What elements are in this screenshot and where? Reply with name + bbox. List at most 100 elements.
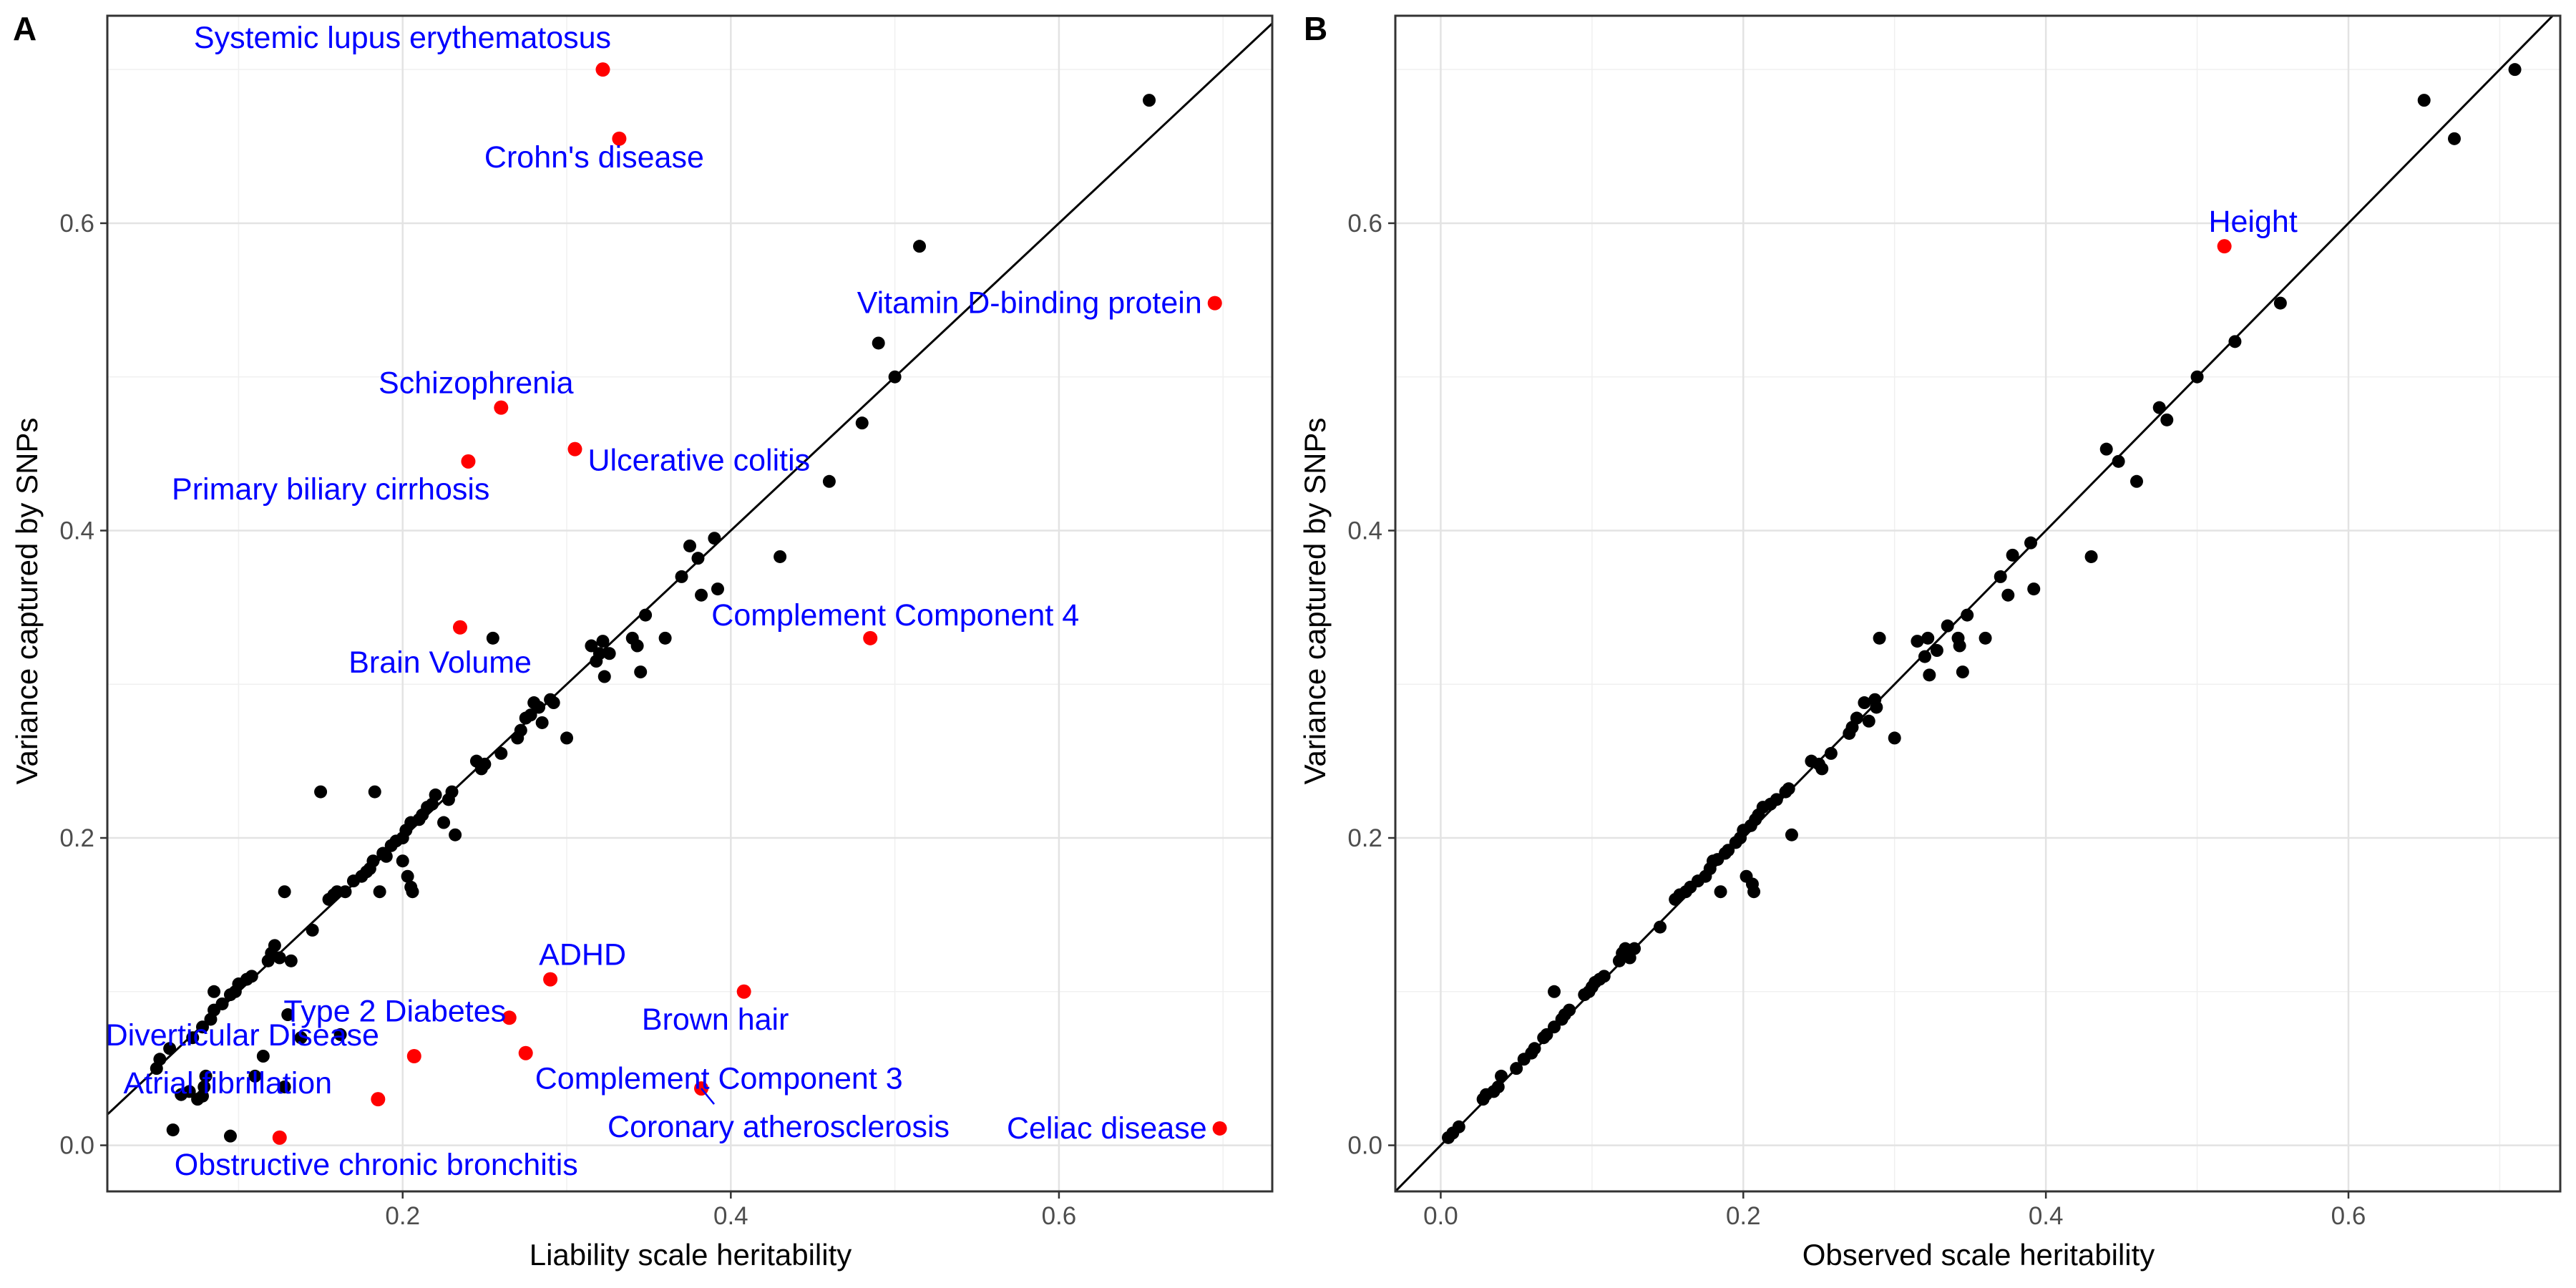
y-axis-label: Variance captured by SNPs xyxy=(10,418,44,785)
data-point xyxy=(1143,94,1156,107)
point-label: Crohn's disease xyxy=(484,140,704,175)
data-point xyxy=(2027,582,2041,596)
data-point xyxy=(1528,1042,1541,1055)
chart-b: B Observed scale heritability Variance c… xyxy=(1298,10,2562,1272)
highlighted-point xyxy=(863,630,878,645)
highlighted-point xyxy=(461,454,476,469)
data-point xyxy=(429,788,442,801)
highlighted-point xyxy=(1207,296,1222,311)
data-point xyxy=(449,828,462,841)
data-point xyxy=(1850,711,1863,725)
data-point xyxy=(1858,696,1871,710)
data-point xyxy=(1714,885,1727,899)
data-point xyxy=(294,1031,308,1045)
data-point xyxy=(634,665,648,679)
data-point xyxy=(396,854,409,868)
data-point xyxy=(245,970,258,983)
data-point xyxy=(630,639,644,653)
highlighted-point xyxy=(567,441,582,457)
highlighted-point xyxy=(2217,239,2232,254)
y-tick-label: 0.4 xyxy=(1347,517,1382,545)
y-tick-label: 0.2 xyxy=(59,824,94,852)
data-point xyxy=(478,757,492,771)
highlighted-point xyxy=(518,1045,533,1060)
data-point xyxy=(437,816,451,829)
data-point xyxy=(2417,94,2431,107)
data-point xyxy=(1870,701,1883,714)
y-tick-label: 0.4 xyxy=(59,517,94,545)
data-point xyxy=(153,1053,167,1066)
data-point xyxy=(1770,793,1783,806)
point-labels: Systemic lupus erythematosus Crohn's dise… xyxy=(106,21,1207,1182)
data-point xyxy=(1824,746,1838,760)
data-point xyxy=(199,1069,213,1083)
x-tick-label: 0.4 xyxy=(713,1202,748,1230)
data-point xyxy=(1979,631,1992,645)
x-tick-label: 0.6 xyxy=(2331,1202,2366,1230)
data-point xyxy=(1956,665,1969,679)
data-point xyxy=(406,885,419,899)
highlighted-points xyxy=(272,62,1227,1145)
data-point xyxy=(1862,714,1875,728)
y-tick-label: 0.0 xyxy=(59,1132,94,1160)
data-point xyxy=(535,716,549,729)
data-point xyxy=(256,1050,270,1063)
data-point xyxy=(639,608,653,622)
data-point xyxy=(2160,413,2174,426)
data-point xyxy=(596,635,610,648)
data-point xyxy=(1495,1069,1508,1083)
data-point xyxy=(683,539,696,552)
data-point xyxy=(1747,885,1761,899)
data-point xyxy=(1491,1080,1505,1093)
data-point xyxy=(514,723,527,737)
point-label: Systemic lupus erythematosus xyxy=(194,21,611,55)
axes: 0.0 0.2 0.4 0.6 0.0 0.2 0.4 0.6 xyxy=(1347,210,2366,1230)
data-point xyxy=(278,1080,291,1093)
data-point xyxy=(774,550,787,563)
x-tick-label: 0.2 xyxy=(1726,1202,1761,1230)
data-point xyxy=(711,582,724,596)
data-point xyxy=(1961,608,1974,622)
data-point xyxy=(1597,970,1611,983)
x-axis-label: Observed scale heritability xyxy=(1802,1238,2155,1272)
data-point xyxy=(2112,454,2125,468)
data-point xyxy=(1815,762,1829,776)
data-point xyxy=(822,474,836,488)
data-point xyxy=(445,785,459,799)
highlighted-point xyxy=(595,62,610,77)
highlighted-points xyxy=(2217,239,2232,254)
data-point xyxy=(1918,650,1931,663)
point-label: Coronary atherosclerosis xyxy=(608,1110,950,1144)
data-point xyxy=(215,997,229,1010)
data-point xyxy=(695,588,708,602)
data-point xyxy=(379,849,393,863)
data-point xyxy=(163,1042,177,1055)
data-point xyxy=(2190,370,2204,384)
data-point xyxy=(273,951,286,965)
chart-a: A Liability scale heritability Variance … xyxy=(10,10,1274,1272)
data-point xyxy=(2228,335,2242,348)
point-label: Atrial fibrillation xyxy=(124,1066,333,1101)
data-point xyxy=(913,240,927,253)
y-tick-label: 0.6 xyxy=(59,210,94,238)
data-point xyxy=(306,923,319,937)
data-point xyxy=(284,954,298,967)
highlighted-point xyxy=(502,1010,517,1025)
data-point xyxy=(1921,631,1935,645)
x-axis-label: Liability scale heritability xyxy=(530,1238,852,1272)
data-point xyxy=(602,647,616,660)
data-point xyxy=(1452,1120,1465,1133)
data-point xyxy=(2006,548,2019,562)
point-label: Brain Volume xyxy=(348,645,532,680)
data-point xyxy=(281,1008,295,1022)
data-point xyxy=(373,885,386,899)
grid xyxy=(1395,16,2560,1191)
data-point xyxy=(2508,63,2522,77)
data-point xyxy=(855,416,869,430)
data-point xyxy=(2024,536,2037,550)
data-point xyxy=(1628,942,1641,955)
panel-label: A xyxy=(13,10,36,47)
reference-line xyxy=(107,21,1272,1116)
panel-a: A Liability scale heritability Variance … xyxy=(10,10,1274,1272)
data-point xyxy=(1563,1003,1576,1017)
